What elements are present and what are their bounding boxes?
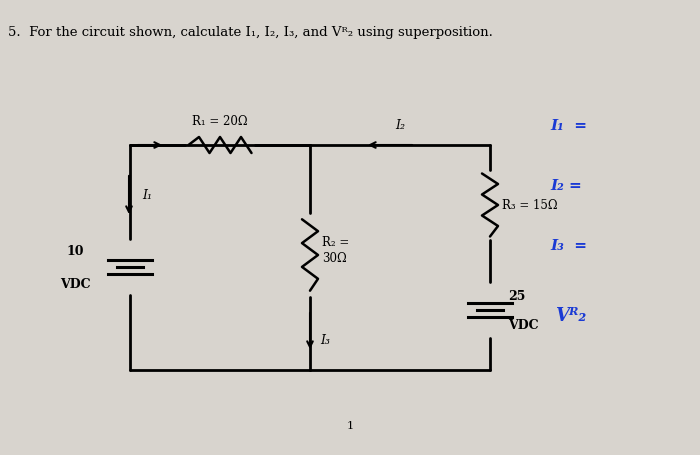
Text: I₁  =: I₁ =: [550, 119, 629, 133]
Text: R₃ = 15Ω: R₃ = 15Ω: [502, 199, 558, 212]
Text: Vᴿ₂: Vᴿ₂: [555, 306, 587, 324]
Text: I₂: I₂: [395, 119, 405, 131]
Text: I₃: I₃: [320, 334, 330, 347]
Text: R₁ = 20Ω: R₁ = 20Ω: [193, 115, 248, 128]
Text: VDC: VDC: [60, 278, 90, 290]
Text: I₂ =: I₂ =: [550, 179, 624, 192]
Text: 5.  For the circuit shown, calculate I₁, I₂, I₃, and Vᴿ₂ using superposition.: 5. For the circuit shown, calculate I₁, …: [8, 26, 493, 39]
Text: 1: 1: [346, 420, 354, 430]
Text: 10: 10: [66, 244, 84, 258]
Text: VDC: VDC: [508, 318, 538, 331]
Text: 25: 25: [508, 289, 526, 302]
Text: R₂ =
30Ω: R₂ = 30Ω: [322, 236, 349, 265]
Text: I₃  =: I₃ =: [550, 238, 629, 253]
Text: I₁: I₁: [142, 189, 152, 202]
